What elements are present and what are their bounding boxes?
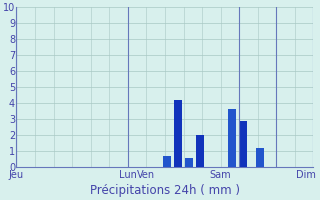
Bar [196, 135, 204, 167]
Bar [228, 109, 236, 167]
Bar [256, 148, 264, 167]
Bar [185, 158, 193, 167]
X-axis label: Précipitations 24h ( mm ): Précipitations 24h ( mm ) [90, 184, 240, 197]
Bar [163, 156, 171, 167]
Bar [239, 121, 247, 167]
Bar [174, 100, 182, 167]
